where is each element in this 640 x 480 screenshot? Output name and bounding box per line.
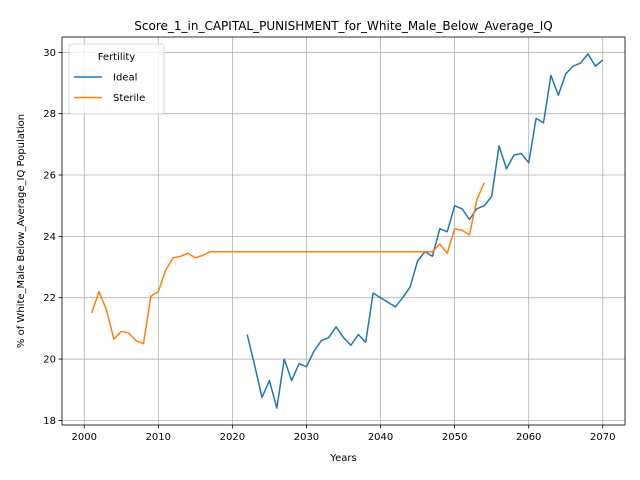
x-tick-label: 2030 [294,432,319,443]
x-tick-label: 2050 [442,432,467,443]
legend: Fertility Ideal Sterile [68,43,165,115]
y-tick-label: 20 [43,355,56,366]
y-tick-label: 30 [43,48,56,59]
legend-label-ideal: Ideal [113,73,137,84]
series-lines [90,53,604,409]
axis-ticks: 2000 2010 2020 2030 2040 2050 2060 2070 18 20 22 24… [43,48,615,443]
y-axis-label: % of White_Male Below_Average_IQ Populat… [16,114,27,348]
y-tick-label: 18 [43,416,56,427]
y-tick-label: 28 [43,109,56,120]
plot-frame [61,36,626,426]
x-tick-label: 2060 [516,432,541,443]
legend-label-sterile: Sterile [113,93,145,104]
y-tick-label: 22 [43,293,56,304]
x-tick-label: 2040 [368,432,393,443]
y-tick-label: 26 [43,171,56,182]
legend-title: Fertility [98,52,136,63]
grid [62,37,625,425]
y-tick-label: 24 [43,232,56,243]
series-line-sterile [90,182,485,345]
x-tick-label: 2020 [220,432,245,443]
x-tick-label: 2010 [146,432,171,443]
x-tick-label: 2000 [71,432,96,443]
chart-title: Score_1_in_CAPITAL_PUNISHMENT_for_White_… [134,19,552,33]
x-axis-label: Years [329,453,356,464]
legend-box [68,43,165,115]
x-tick-label: 2070 [590,432,615,443]
